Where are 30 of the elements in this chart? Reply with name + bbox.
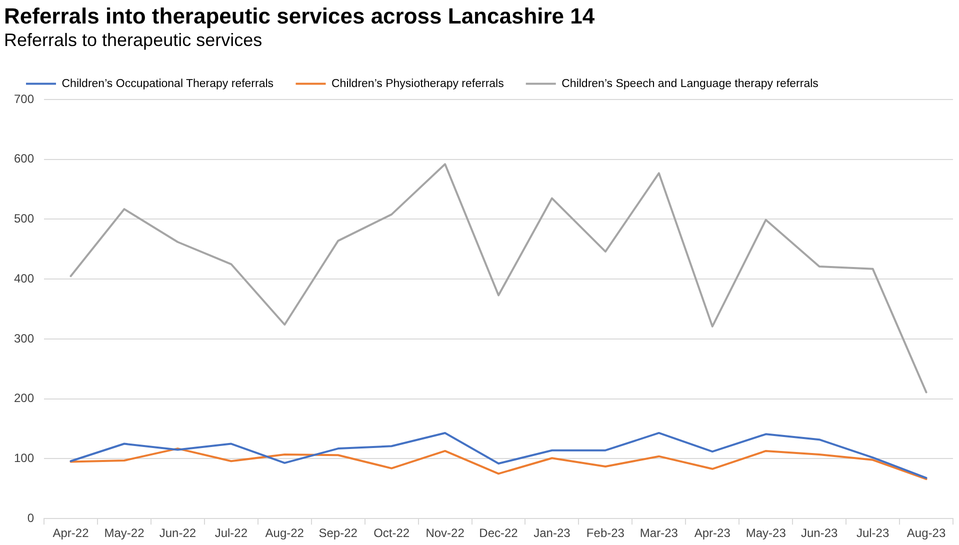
y-tick-label: 200 (14, 391, 34, 406)
x-tick-label: Jan-23 (534, 526, 571, 540)
x-tick-label: Mar-23 (640, 526, 678, 540)
x-tick-label: Nov-22 (426, 526, 465, 540)
x-tick-label: Apr-23 (694, 526, 731, 540)
x-tick-label: Jul-22 (214, 526, 248, 540)
legend-label: Children’s Occupational Therapy referrals (62, 78, 274, 90)
y-tick-label: 500 (14, 212, 34, 226)
x-tick-label: Oct-22 (374, 526, 410, 540)
chart-title: Referrals into therapeutic services across Lancashire 14 (4, 3, 596, 28)
x-tick-label: Aug-23 (906, 526, 946, 540)
y-tick-label: 300 (14, 331, 34, 346)
chart-subtitle: Referrals to therapeutic services (4, 30, 262, 50)
y-tick-label: 400 (14, 271, 34, 286)
x-tick-label: Aug-22 (265, 526, 304, 540)
x-tick-label: May-22 (104, 526, 145, 540)
x-tick-label: Sep-22 (318, 526, 358, 540)
x-tick-label: Jun-22 (159, 526, 196, 540)
y-tick-label: 0 (27, 510, 34, 525)
x-tick-label: May-23 (746, 526, 786, 540)
y-tick-label: 100 (14, 451, 34, 466)
x-tick-label: Feb-23 (586, 526, 625, 540)
x-tick-label: Apr-22 (52, 526, 90, 540)
x-tick-label: Jun-23 (800, 526, 838, 540)
x-tick-label: Jul-23 (856, 526, 890, 540)
legend-label: Children’s Physiotherapy referrals (332, 78, 504, 90)
y-tick-label: 600 (14, 152, 34, 166)
x-tick-label: Dec-22 (479, 526, 518, 540)
y-tick-label: 700 (14, 92, 34, 106)
legend-label: Children’s Speech and Language therapy referrals (562, 78, 819, 90)
